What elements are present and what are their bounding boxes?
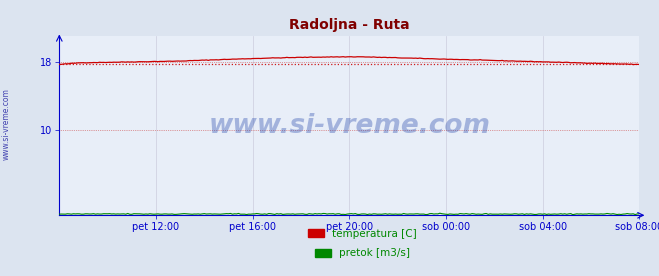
Legend: temperatura [C]: temperatura [C] [304, 225, 421, 243]
Title: Radoljna - Ruta: Radoljna - Ruta [289, 18, 410, 32]
Text: www.si-vreme.com: www.si-vreme.com [208, 113, 490, 139]
Legend: pretok [m3/s]: pretok [m3/s] [311, 244, 414, 262]
Text: www.si-vreme.com: www.si-vreme.com [2, 88, 11, 160]
